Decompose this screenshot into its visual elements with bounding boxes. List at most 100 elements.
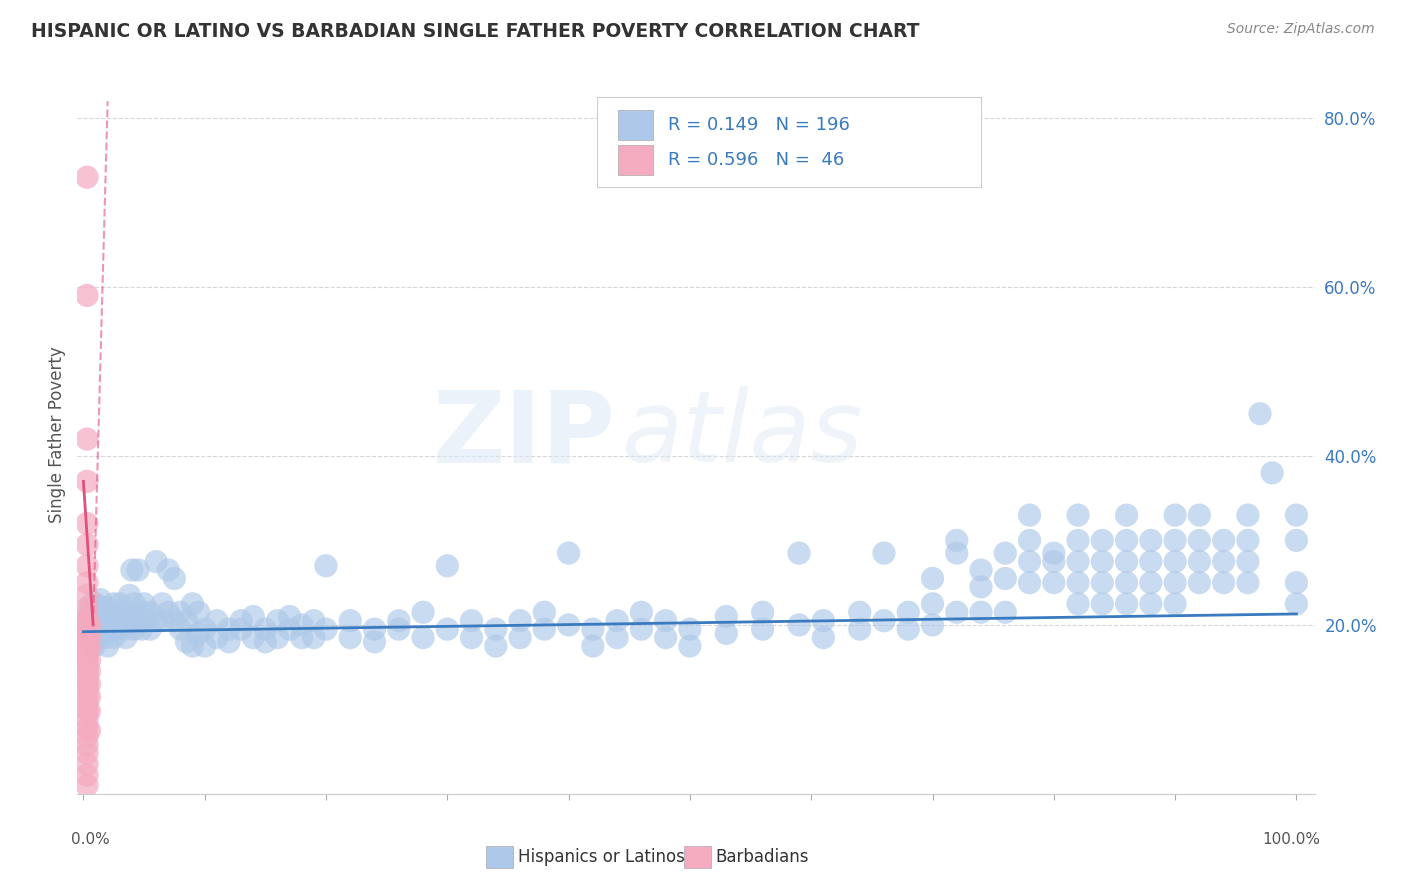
Point: [80, 597, 103, 611]
Point: [76, 288, 98, 302]
Point: [1140, 575, 1163, 590]
Point: [1067, 555, 1090, 569]
Point: [87, 631, 110, 645]
Point: [79, 704, 101, 718]
Point: [679, 622, 702, 636]
Point: [1091, 597, 1114, 611]
Point: [79, 631, 101, 645]
Point: [84, 631, 107, 645]
Point: [112, 622, 135, 636]
Point: [118, 588, 141, 602]
Point: [79, 677, 101, 691]
Point: [157, 605, 180, 619]
Point: [94, 614, 117, 628]
Point: [1237, 555, 1260, 569]
Point: [716, 626, 738, 640]
Point: [557, 546, 579, 560]
Text: Barbadians: Barbadians: [716, 848, 810, 866]
Point: [1043, 575, 1066, 590]
Point: [787, 618, 810, 632]
Point: [84, 597, 107, 611]
Point: [76, 738, 98, 752]
Point: [485, 639, 508, 653]
Point: [79, 601, 101, 615]
Text: 100.0%: 100.0%: [1263, 832, 1320, 847]
Point: [145, 614, 167, 628]
Point: [80, 622, 103, 636]
Point: [1285, 508, 1308, 522]
Point: [994, 605, 1017, 619]
Point: [485, 622, 508, 636]
Point: [254, 622, 277, 636]
Point: [89, 592, 111, 607]
Point: [1164, 575, 1187, 590]
Point: [76, 668, 98, 682]
Point: [1188, 533, 1211, 548]
Point: [87, 601, 110, 615]
Point: [163, 571, 186, 585]
Point: [98, 618, 121, 632]
Point: [315, 558, 337, 573]
Point: [921, 571, 943, 585]
Point: [103, 614, 125, 628]
Point: [80, 609, 103, 624]
Point: [132, 614, 155, 628]
Point: [91, 614, 114, 628]
Point: [1285, 533, 1308, 548]
Point: [94, 631, 117, 645]
Point: [1237, 533, 1260, 548]
Point: [76, 757, 98, 772]
Point: [679, 639, 702, 653]
Point: [606, 614, 628, 628]
Point: [509, 614, 531, 628]
Bar: [619, 145, 652, 175]
Point: [181, 639, 204, 653]
Point: [970, 605, 993, 619]
Point: [848, 622, 870, 636]
Point: [1018, 575, 1040, 590]
Point: [1043, 555, 1066, 569]
Point: [945, 546, 967, 560]
Point: [1140, 555, 1163, 569]
Point: [1164, 533, 1187, 548]
Point: [654, 631, 676, 645]
Point: [1212, 533, 1234, 548]
Bar: [619, 111, 652, 140]
Point: [787, 546, 810, 560]
Point: [76, 656, 98, 670]
Point: [169, 622, 191, 636]
Point: [716, 609, 738, 624]
Point: [1091, 533, 1114, 548]
Point: [79, 614, 101, 628]
Point: [1285, 597, 1308, 611]
Point: [105, 605, 128, 619]
Point: [76, 609, 98, 624]
Point: [194, 622, 217, 636]
Point: [145, 555, 167, 569]
Point: [150, 614, 173, 628]
Point: [1188, 575, 1211, 590]
Point: [1249, 407, 1271, 421]
Point: [132, 597, 155, 611]
Point: [76, 614, 98, 628]
Point: [897, 622, 920, 636]
Point: [76, 704, 98, 718]
Point: [76, 631, 98, 645]
Point: [873, 614, 896, 628]
Point: [363, 635, 385, 649]
Point: [80, 631, 103, 645]
Point: [205, 614, 228, 628]
Point: [76, 626, 98, 640]
Point: [187, 626, 209, 640]
Point: [97, 622, 120, 636]
Point: [89, 614, 111, 628]
Point: [127, 614, 149, 628]
Point: [1164, 508, 1187, 522]
Y-axis label: Single Father Poverty: Single Father Poverty: [48, 346, 66, 524]
Point: [339, 631, 361, 645]
Point: [412, 631, 434, 645]
Point: [654, 614, 676, 628]
Point: [897, 605, 920, 619]
Point: [139, 622, 162, 636]
Point: [436, 622, 458, 636]
